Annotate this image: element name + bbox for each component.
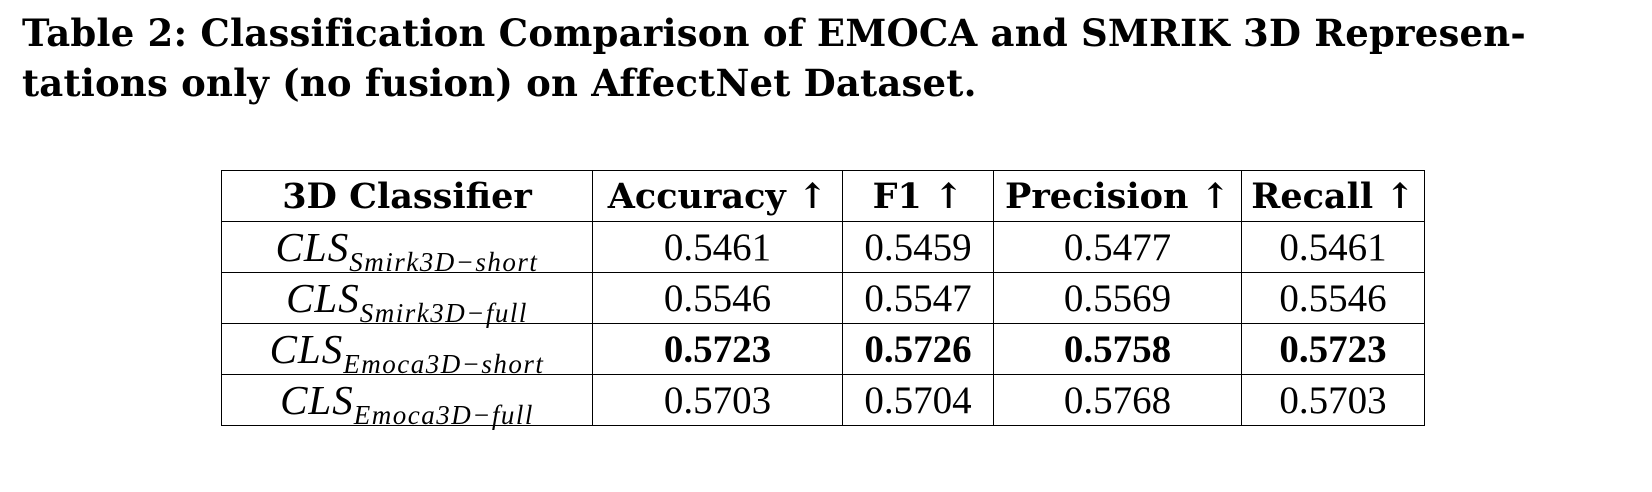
header-row: 3D Classifier Accuracy ↑ F1 ↑ Precision …	[221, 170, 1425, 222]
f1-cell: 0.5459	[842, 221, 994, 273]
precision-cell-best: 0.5758	[993, 323, 1242, 375]
precision-cell: 0.5768	[993, 374, 1242, 426]
table-caption: Table 2: Classification Comparison of EM…	[22, 8, 1632, 108]
classifier-main: CLS	[269, 326, 344, 372]
classifier-main: CLS	[275, 224, 350, 270]
header-classifier: 3D Classifier	[221, 170, 593, 222]
header-accuracy: Accuracy ↑	[592, 170, 843, 222]
table-row: CLSSmirk3D−short 0.5461 0.5459 0.5477 0.…	[221, 221, 1425, 276]
classifier-subscript: Smirk3D−short	[349, 247, 539, 277]
recall-cell: 0.5461	[1241, 221, 1425, 273]
classifier-cell: CLSEmoca3D−full	[221, 374, 593, 429]
f1-cell-best: 0.5726	[842, 323, 994, 375]
caption-line-1: Table 2: Classification Comparison of EM…	[22, 11, 1526, 55]
classifier-subscript: Emoca3D−full	[353, 400, 534, 430]
classifier-subscript: Emoca3D−short	[343, 349, 545, 379]
header-f1: F1 ↑	[842, 170, 994, 222]
recall-cell: 0.5703	[1241, 374, 1425, 426]
classifier-main: CLS	[280, 377, 354, 423]
header-precision: Precision ↑	[993, 170, 1242, 222]
classifier-subscript: Smirk3D−full	[359, 298, 528, 328]
header-recall: Recall ↑	[1241, 170, 1425, 222]
accuracy-cell: 0.5461	[592, 221, 843, 273]
accuracy-cell: 0.5546	[592, 272, 843, 324]
accuracy-cell-best: 0.5723	[592, 323, 843, 375]
results-table: 3D Classifier Accuracy ↑ F1 ↑ Precision …	[221, 170, 1425, 429]
classifier-cell: CLSSmirk3D−full	[221, 272, 593, 327]
caption-line-2: tations only (no fusion) on AffectNet Da…	[22, 61, 977, 105]
classifier-cell: CLSSmirk3D−short	[221, 221, 593, 276]
accuracy-cell: 0.5703	[592, 374, 843, 426]
f1-cell: 0.5547	[842, 272, 994, 324]
recall-cell: 0.5546	[1241, 272, 1425, 324]
recall-cell-best: 0.5723	[1241, 323, 1425, 375]
precision-cell: 0.5569	[993, 272, 1242, 324]
f1-cell: 0.5704	[842, 374, 994, 426]
classifier-cell: CLSEmoca3D−short	[221, 323, 593, 378]
table-row: CLSSmirk3D−full 0.5546 0.5547 0.5569 0.5…	[221, 272, 1425, 327]
precision-cell: 0.5477	[993, 221, 1242, 273]
table-row-best: CLSEmoca3D−short 0.5723 0.5726 0.5758 0.…	[221, 323, 1425, 378]
classifier-main: CLS	[286, 275, 360, 321]
table-row: CLSEmoca3D−full 0.5703 0.5704 0.5768 0.5…	[221, 374, 1425, 429]
